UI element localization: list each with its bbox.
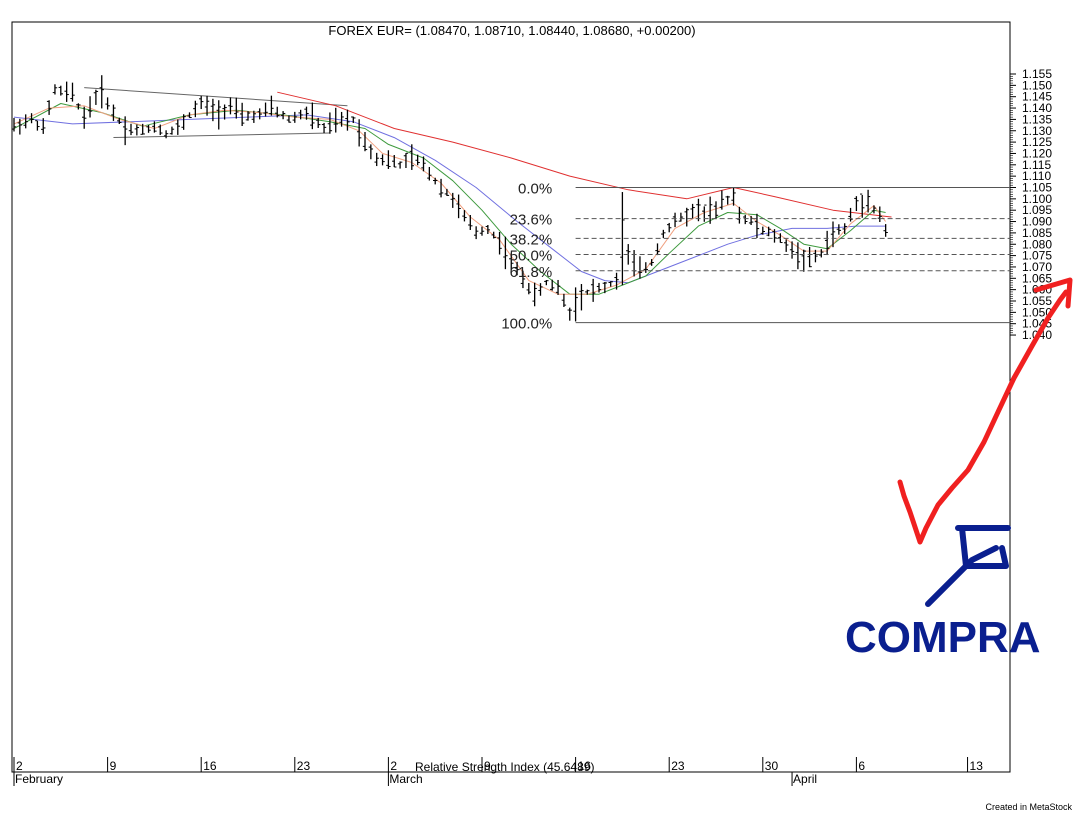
y-tick-label: 1.110 [1022,169,1051,183]
x-tick-label: 2 [16,759,23,773]
trendline [84,87,348,107]
moving-average-line [13,103,886,295]
indicator-label: Relative Strength Index (45.6489) [415,760,594,774]
compra-handwritten: COMPRA [845,613,1041,662]
y-tick-label: 1.150 [1022,78,1052,92]
y-tick-label: 1.135 [1022,112,1052,126]
chart-title: FOREX EUR= (1.08470, 1.08710, 1.08440, 1… [328,23,695,38]
month-label: April [793,772,817,786]
y-tick-label: 1.125 [1022,135,1052,149]
y-tick-label: 1.095 [1022,203,1052,217]
y-tick-label: 1.070 [1022,260,1052,274]
y-tick-label: 1.090 [1022,215,1052,229]
hand-annotations: COMPRA [845,277,1073,662]
fib-level-label: 50.0% [510,247,553,264]
y-tick-label: 1.065 [1022,271,1052,285]
fibonacci-levels: 0.0% 23.6% 38.2%50.0%61.8% 100.0% [501,181,1010,333]
x-tick-label: 16 [578,759,592,773]
x-tick-label: 6 [858,759,865,773]
month-label: March [389,772,422,786]
date-axis: 2 9 16 23 2 9 16 23 30 6 13 February March April [12,757,1010,786]
fib-level-label: 23.6% [510,212,553,229]
x-tick-label: 30 [765,759,779,773]
price-bars [11,75,888,322]
x-tick-label: 13 [970,759,984,773]
y-tick-label: 1.145 [1022,90,1052,104]
y-tick-label: 1.075 [1022,249,1052,263]
y-tick-label: 1.130 [1022,124,1052,138]
moving-average-line [277,91,892,218]
month-label: February [15,772,63,786]
red-arrow-path [897,289,1069,545]
fib-level-label: 100.0% [501,316,552,333]
fib-level-label: 61.8% [510,264,553,281]
chart-frame [11,21,1011,773]
y-tick-label: 1.050 [1022,305,1052,319]
fib-level-label: 38.2% [510,231,553,248]
x-tick-label: 23 [671,759,685,773]
y-tick-label: 1.085 [1022,226,1052,240]
x-tick-label: 9 [110,759,117,773]
red-arrowhead [1033,277,1073,309]
y-tick-label: 1.115 [1022,158,1051,172]
fib-level-label: 0.0% [518,181,552,198]
trendlines [84,87,348,139]
x-tick-label: 23 [297,759,311,773]
x-tick-label: 9 [484,759,491,773]
y-tick-label: 1.155 [1022,67,1052,81]
y-tick-label: 1.055 [1022,294,1052,308]
y-tick-label: 1.120 [1022,146,1052,160]
y-tick-label: 1.080 [1022,237,1052,251]
price-axis: 1.0401.0451.0501.0551.0601.0651.0701.075… [1010,67,1052,342]
trendline [113,132,330,139]
y-tick-label: 1.100 [1022,192,1052,206]
metastock-credit: Created in MetaStock [985,802,1072,812]
x-tick-label: 2 [390,759,397,773]
x-tick-label: 16 [203,759,217,773]
y-tick-label: 1.140 [1022,101,1052,115]
blue-buy-mark [925,525,1011,607]
y-tick-label: 1.105 [1022,181,1052,195]
